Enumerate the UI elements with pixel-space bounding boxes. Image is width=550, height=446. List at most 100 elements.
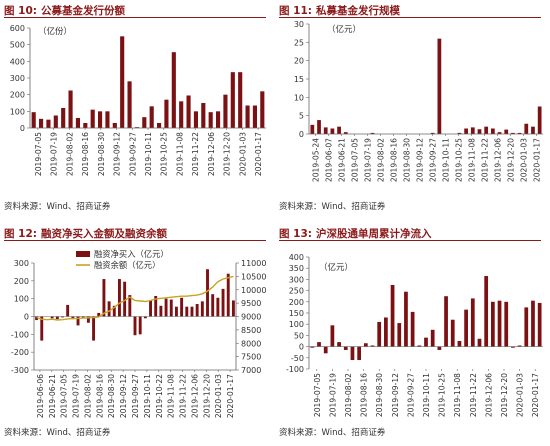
figure-number: 图 13: bbox=[279, 228, 312, 240]
bar bbox=[537, 302, 542, 347]
y-tick-label: 500 bbox=[10, 41, 25, 50]
x-tick-label: 2019-11-22 bbox=[191, 132, 200, 176]
bar bbox=[195, 304, 199, 317]
y-tick-label: 11000 bbox=[241, 259, 266, 268]
bar bbox=[260, 91, 265, 128]
y-tick-label: 200 bbox=[10, 91, 25, 100]
bar bbox=[83, 123, 88, 128]
bar bbox=[524, 307, 529, 347]
source-note: 资料来源：Wind、招商证券 bbox=[279, 202, 386, 212]
bar bbox=[517, 345, 522, 347]
y-tick-label: 25 bbox=[294, 38, 304, 47]
figure-title: 融资净买入金额及融资余额 bbox=[40, 228, 167, 240]
x-tick-label: 2020-01-17 bbox=[226, 374, 235, 418]
bar bbox=[164, 298, 168, 317]
bar bbox=[497, 300, 502, 347]
panel-fig11: 图 11: 私募基金发行规模 0 5 10 15 20 25 30 （亿元） 2019-05-24… bbox=[275, 0, 550, 223]
x-tick-label: 2020-01-17 bbox=[533, 138, 542, 182]
x-tick-label: 2019-07-19 bbox=[72, 374, 81, 418]
bar bbox=[138, 316, 142, 335]
chart-northbound-flows: -100 -50 0 50 100 150 200 250 300 350 400 （亿元） 2019-… bbox=[286, 253, 543, 417]
bar bbox=[424, 337, 428, 347]
bar bbox=[97, 312, 101, 317]
bar bbox=[133, 316, 137, 336]
bar bbox=[164, 99, 169, 128]
x-tick-label: 2019-11-08 bbox=[453, 373, 462, 417]
bar bbox=[343, 346, 348, 350]
bar bbox=[511, 132, 515, 134]
bar bbox=[118, 279, 121, 317]
bar bbox=[201, 103, 206, 128]
bar bbox=[149, 300, 152, 317]
source-note: 资料来源：Wind、招商证券 bbox=[4, 202, 111, 212]
bar bbox=[337, 342, 341, 347]
bar bbox=[464, 309, 468, 347]
bar bbox=[97, 111, 103, 128]
x-tick-label: 2019-07-05 bbox=[313, 373, 322, 417]
bar bbox=[142, 117, 147, 128]
bar bbox=[61, 108, 66, 128]
figure-title: 公募基金发行份额 bbox=[40, 5, 125, 17]
bar bbox=[105, 111, 110, 128]
bar bbox=[120, 36, 125, 129]
bar bbox=[208, 112, 213, 128]
legend-swatch-net-buy bbox=[76, 251, 90, 257]
bar bbox=[75, 118, 81, 128]
bar bbox=[524, 123, 529, 134]
x-tick-label: 2019-10-11 bbox=[144, 132, 153, 176]
bar bbox=[179, 101, 184, 128]
bar bbox=[180, 297, 184, 317]
y-tick-label: 0 bbox=[299, 343, 304, 352]
bar bbox=[231, 300, 235, 317]
bar bbox=[230, 72, 235, 128]
x-tick-label: 2019-11-08 bbox=[468, 138, 477, 182]
x-tick-label: 2019-08-16 bbox=[360, 373, 369, 417]
x-tick-label: 2019-11-22 bbox=[179, 374, 188, 418]
y-tick-label: 0 bbox=[20, 124, 25, 133]
bar bbox=[31, 112, 36, 128]
bar bbox=[330, 325, 335, 347]
bar bbox=[61, 316, 64, 318]
y-tick-label: 0 bbox=[299, 130, 304, 139]
bar bbox=[437, 346, 442, 350]
series-line-margin-balance bbox=[36, 275, 234, 321]
x-tick-label: 2019-09-27 bbox=[406, 373, 415, 417]
bar bbox=[90, 109, 95, 128]
x-tick-label: 2019-11-22 bbox=[469, 373, 478, 417]
x-tick-label: 2019-12-20 bbox=[223, 132, 232, 176]
bar bbox=[470, 298, 475, 347]
bar bbox=[490, 128, 495, 134]
bar bbox=[143, 316, 147, 319]
x-tick-label: 2019-10-22 bbox=[155, 374, 164, 418]
bar bbox=[457, 132, 462, 134]
bar bbox=[437, 38, 442, 134]
x-tick-label: 2019-12-20 bbox=[507, 138, 516, 182]
y-tick-label: 9500 bbox=[241, 299, 261, 308]
bar bbox=[430, 329, 435, 347]
bar bbox=[497, 132, 502, 134]
y-tick-label: 300 bbox=[14, 259, 29, 268]
x-tick-label: 2019-08-16 bbox=[390, 138, 399, 182]
x-tick-label: 2019-07-19 bbox=[50, 132, 59, 176]
bar bbox=[123, 281, 127, 317]
bar bbox=[337, 126, 341, 134]
y-tick-label: 8000 bbox=[241, 339, 261, 348]
x-tick-label: 2019-08-02 bbox=[83, 374, 92, 418]
x-tick-label: 2019-10-25 bbox=[160, 132, 169, 176]
bar bbox=[206, 269, 209, 317]
bar bbox=[397, 323, 402, 347]
y-tick-label: 300 bbox=[10, 74, 25, 83]
bar bbox=[76, 316, 80, 326]
x-tick-label: 2019-10-25 bbox=[455, 138, 464, 182]
y-tick-label: -50 bbox=[291, 354, 304, 363]
x-tick-label: 2019-08-30 bbox=[107, 374, 116, 418]
bar bbox=[223, 94, 228, 128]
x-tick-label: 2019-09-12 bbox=[113, 132, 122, 176]
x-tick-label: 2019-08-02 bbox=[65, 132, 74, 176]
y-tick-label: -100 bbox=[11, 330, 29, 339]
y-tick-label: 300 bbox=[289, 275, 304, 284]
bar bbox=[156, 123, 162, 128]
y-tick-label: 150 bbox=[289, 309, 304, 318]
bar bbox=[66, 304, 70, 317]
x-tick-label: 2019-09-12 bbox=[119, 374, 128, 418]
